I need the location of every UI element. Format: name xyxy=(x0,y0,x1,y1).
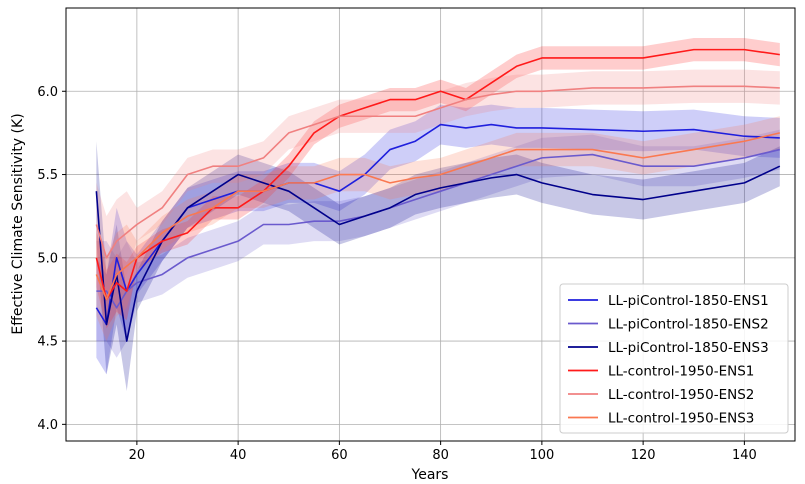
series-band-5 xyxy=(96,69,780,300)
y-tick-label: 6.0 xyxy=(37,85,58,100)
legend-box xyxy=(559,283,789,434)
x-tick-label: 120 xyxy=(631,448,656,463)
x-tick-label: 20 xyxy=(129,448,146,463)
series-band-6 xyxy=(96,116,780,342)
legend-label-3: LL-piControl-1850-ENS3 xyxy=(608,340,769,356)
series-line-5 xyxy=(95,85,780,259)
x-tick-label: 100 xyxy=(529,448,554,463)
x-axis-label: Years xyxy=(411,467,449,483)
y-axis-label: Effective Climate Sensitivity (K) xyxy=(10,113,26,334)
x-tick-label: 140 xyxy=(732,448,757,463)
legend-label-6: LL-control-1950-ENS3 xyxy=(608,411,754,427)
plot-frame xyxy=(65,7,796,442)
series-band-4 xyxy=(96,37,780,329)
x-axis-ticks: 20 40 60 80 100 120 140 xyxy=(129,441,757,463)
series-line-4 xyxy=(95,48,780,301)
legend-label-4: LL-control-1950-ENS1 xyxy=(608,364,754,380)
series-line-6 xyxy=(95,132,780,301)
legend: LL-piControl-1850-ENS1 LL-piControl-1850-… xyxy=(559,283,789,434)
series-band-3 xyxy=(96,141,780,392)
y-tick-label: 4.5 xyxy=(37,335,58,350)
y-tick-label: 4.0 xyxy=(37,418,58,433)
x-tick-label: 80 xyxy=(432,448,449,463)
y-tick-label: 5.0 xyxy=(37,251,58,266)
y-axis-ticks: 4.0 4.5 5.0 5.5 6.0 xyxy=(37,85,66,433)
legend-label-2: LL-piControl-1850-ENS2 xyxy=(608,317,769,333)
series-band-1 xyxy=(96,104,780,375)
series-line-1 xyxy=(95,123,780,326)
y-tick-label: 5.5 xyxy=(37,168,58,183)
series-line-3 xyxy=(95,165,781,342)
x-tick-label: 60 xyxy=(331,448,348,463)
series-lines xyxy=(95,48,781,342)
legend-label-1: LL-piControl-1850-ENS1 xyxy=(608,293,769,309)
legend-label-5: LL-control-1950-ENS2 xyxy=(608,387,754,403)
x-tick-label: 40 xyxy=(230,448,247,463)
